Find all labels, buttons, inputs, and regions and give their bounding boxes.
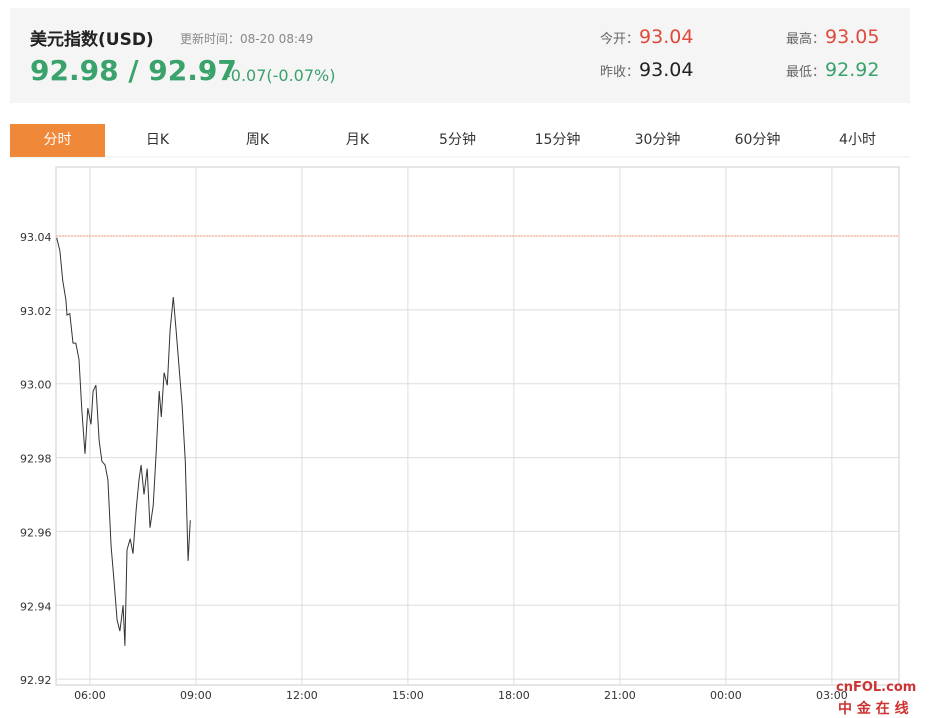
x-tick-label: 09:00 [180,689,212,702]
stat-label: 最低： [786,65,826,80]
x-tick-label: 12:00 [286,689,318,702]
plot-border [55,166,900,686]
tab[interactable]: 周K [245,132,270,148]
stat: 最高：93.05 [786,26,879,48]
price: 92.98 / 92.97 [30,54,237,87]
title: 美元指数(USD) [30,30,154,50]
y-tick-label: 93.04 [20,231,52,244]
header-panel [10,8,910,103]
stat-value: 93.04 [639,59,694,81]
tab[interactable]: 60分钟 [734,132,781,148]
tab[interactable]: 15分钟 [534,132,581,148]
stat: 最低：92.92 [786,59,879,81]
stat-label: 昨收： [600,65,640,80]
x-tick-label: 18:00 [498,689,530,702]
tab[interactable]: 30分钟 [634,132,681,148]
y-tick-label: 92.92 [20,674,52,687]
x-tick-label: 06:00 [74,689,106,702]
y-tick-label: 92.96 [20,526,52,539]
y-tick-label: 92.94 [20,600,52,613]
y-tick-label: 93.00 [20,379,52,392]
stat: 今开：93.04 [600,26,693,48]
watermark: 中 金 在 线 [838,701,909,717]
stat-label: 最高： [786,32,826,47]
change: -0.07(-0.07%) [225,66,336,85]
x-tick-label: 15:00 [392,689,424,702]
x-tick-label: 00:00 [710,689,742,702]
tab[interactable]: 4小时 [839,132,876,148]
x-tick-label: 03:00 [816,689,848,702]
update-time: 更新时间：08-20 08:49 [180,32,314,46]
tab[interactable]: 月K [345,132,370,148]
y-tick-label: 92.98 [20,453,52,466]
stat: 昨收：93.04 [600,59,693,81]
arrow: ↓ [204,62,219,82]
stat-value: 92.92 [825,59,880,81]
tab[interactable]: 5分钟 [439,132,476,148]
x-tick-label: 21:00 [604,689,636,702]
watermark: cnFOL.com [836,680,917,695]
stat-value: 93.05 [825,26,880,48]
tab[interactable]: 日K [145,132,170,148]
y-tick-label: 93.02 [20,305,52,318]
tab[interactable]: 分时 [10,124,105,157]
stat-value: 93.04 [639,26,694,48]
price-line [56,237,191,646]
stat-label: 今开： [600,32,640,47]
